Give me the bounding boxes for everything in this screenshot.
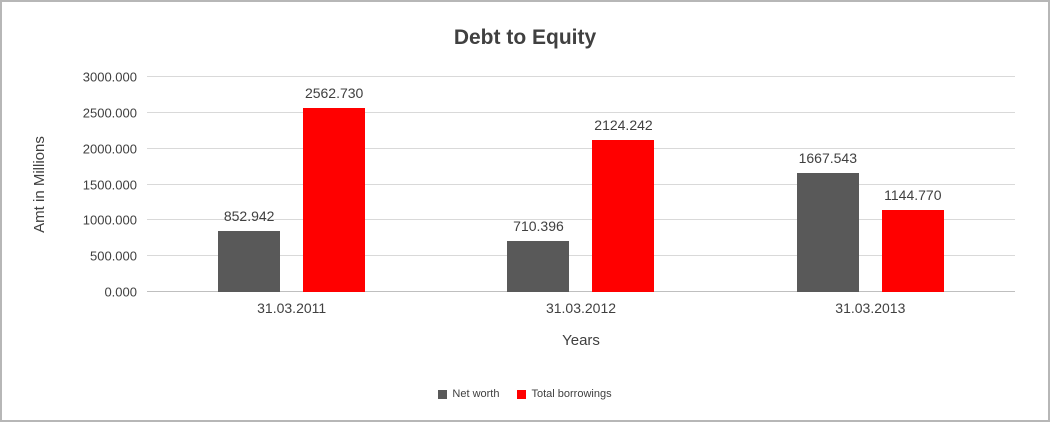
value-label: 852.942 [223, 207, 275, 224]
y-axis-tick-labels: 0.000 500.000 1000.000 1500.000 2000.000 2500… [57, 70, 137, 300]
bar-groups: 852.942 2562.730 710.396 2124.242 1667.543 11… [147, 77, 1015, 292]
legend-swatch-icon [438, 389, 448, 399]
bar-slot: 1667.543 [796, 77, 859, 292]
legend-label: Total borrowings [531, 388, 612, 400]
value-label: 1667.543 [798, 149, 858, 166]
bar-slot: 2562.730 [303, 77, 366, 292]
bar-slot: 2124.242 [592, 77, 655, 292]
x-axis-category-labels: 31.03.2011 31.03.2012 31.03.2013 [147, 300, 1015, 316]
y-tick-label: 2000.000 [82, 141, 137, 157]
legend: Net worth Total borrowings [2, 388, 1048, 400]
y-tick-label: 500.000 [90, 248, 137, 264]
legend-label: Net worth [452, 388, 500, 400]
legend-item-total-borrowings: Total borrowings [517, 388, 612, 400]
gridline [147, 255, 1015, 257]
gridline [147, 147, 1015, 149]
gridline [147, 219, 1015, 221]
bar-slot: 710.396 [507, 77, 570, 292]
x-category-label: 31.03.2011 [257, 300, 327, 316]
bar-net-worth [218, 230, 281, 292]
bar-group: 1667.543 1144.770 [796, 77, 944, 292]
y-tick-label: 3000.000 [82, 69, 137, 85]
bar-net-worth [796, 172, 859, 292]
x-axis-line [147, 291, 1015, 292]
plot-area: 852.942 2562.730 710.396 2124.242 1667.543 11… [147, 76, 1015, 292]
bar-slot: 1144.770 [881, 77, 944, 292]
chart-title: Debt to Equity [453, 26, 597, 49]
gridline [147, 111, 1015, 113]
x-axis-title: Years [562, 332, 600, 349]
x-category-label: 31.03.2012 [545, 300, 617, 316]
y-tick-label: 2500.000 [82, 105, 137, 121]
x-category-label: 31.03.2013 [835, 300, 906, 316]
bar-net-worth [507, 241, 570, 292]
value-label: 2124.242 [594, 116, 653, 133]
y-tick-label: 1500.000 [82, 177, 137, 192]
bar-total-borrowings [881, 209, 944, 292]
gridline [147, 76, 1015, 77]
value-label: 2562.730 [304, 85, 364, 102]
bar-total-borrowings [592, 139, 655, 292]
bar-slot: 852.942 [218, 77, 281, 292]
y-tick-label: 0.000 [104, 284, 137, 300]
bar-group: 852.942 2562.730 [218, 77, 366, 292]
legend-item-net-worth: Net worth [438, 388, 499, 400]
y-tick-label: 1000.000 [82, 212, 137, 228]
y-axis-title: Amt in Millions [24, 77, 54, 292]
legend-swatch-icon [517, 389, 527, 399]
gridline [147, 183, 1015, 185]
bar-group: 710.396 2124.242 [507, 77, 655, 292]
bar-total-borrowings [303, 108, 366, 292]
value-label: 1144.770 [884, 186, 942, 203]
y-axis-title-text: Amt in Millions [30, 136, 48, 233]
value-label: 710.396 [513, 218, 564, 235]
